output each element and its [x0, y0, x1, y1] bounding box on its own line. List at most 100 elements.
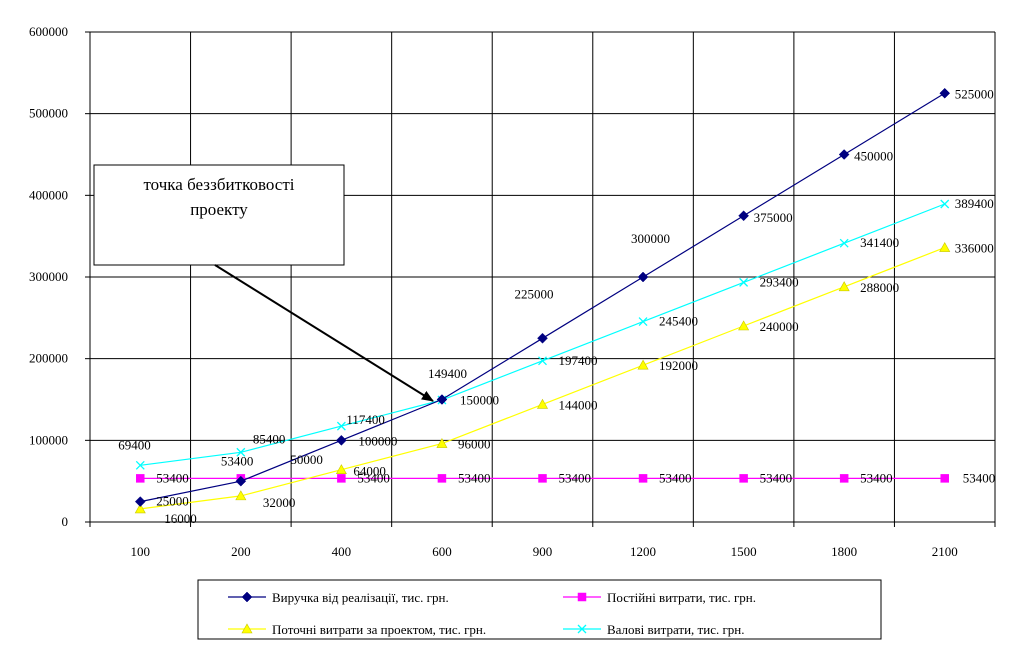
data-label: 96000	[458, 437, 491, 452]
data-label: 144000	[559, 397, 598, 412]
data-label: 389400	[955, 196, 994, 211]
callout-box	[93, 164, 345, 266]
data-point	[135, 460, 145, 470]
data-point	[739, 474, 748, 483]
y-tick-label: 100000	[29, 432, 68, 447]
data-point	[738, 320, 750, 331]
data-label: 450000	[854, 149, 893, 164]
data-label: 336000	[955, 241, 994, 256]
x-tick-label: 1200	[630, 544, 656, 559]
data-label: 149400	[428, 366, 467, 381]
legend-entry-4: Валові витрати, тис. грн.	[563, 622, 745, 637]
x-tick-label: 2100	[932, 544, 958, 559]
data-label: 53400	[559, 470, 592, 485]
x-tick-label: 100	[131, 544, 151, 559]
data-point	[638, 317, 648, 327]
x-tick-label: 1800	[831, 544, 857, 559]
data-label: 341400	[860, 235, 899, 250]
data-point	[335, 464, 347, 475]
data-point	[739, 277, 749, 287]
data-point	[940, 199, 950, 209]
axes: 0 100000 200000 300000 400000 500000 600000 100…	[29, 24, 996, 559]
legend-entry-1: Виручка від реалізації, тис. грн.	[228, 590, 449, 605]
legend: Виручка від реалізації, тис. грн. Постійн…	[197, 579, 882, 640]
data-point	[235, 475, 247, 487]
data-point	[236, 447, 246, 457]
data-point	[838, 149, 850, 160]
data-label: 53400	[860, 470, 893, 485]
x-tick-label: 900	[533, 544, 553, 559]
callout-text-line2: проекту	[190, 200, 248, 219]
data-point	[337, 474, 346, 483]
data-label: 293400	[760, 274, 799, 289]
data-label: 192000	[659, 358, 698, 373]
data-label: 117400	[346, 412, 385, 427]
y-tick-label: 500000	[29, 106, 68, 121]
data-label: 69400	[118, 437, 150, 452]
legend-marker	[241, 623, 253, 634]
data-point	[538, 356, 547, 366]
data-label: 225000	[515, 286, 554, 301]
x-tick-label: 1500	[731, 544, 757, 559]
data-point	[538, 474, 547, 483]
data-label: 245400	[659, 314, 698, 329]
data-label: 85400	[253, 431, 285, 446]
data-label: 50000	[290, 452, 323, 467]
data-label: 197400	[559, 353, 598, 368]
data-point	[839, 238, 849, 248]
x-tick-label: 200	[231, 544, 251, 559]
legend-label: Поточні витрати за проектом, тис. грн.	[272, 622, 486, 637]
data-point	[536, 398, 549, 409]
legend-entry-3: Поточні витрати за проектом, тис. грн.	[228, 622, 486, 637]
data-label: 53400	[221, 453, 254, 468]
data-point	[537, 332, 548, 344]
data-point	[134, 496, 146, 507]
legend-box	[197, 579, 882, 640]
legend-marker	[241, 591, 253, 603]
data-label: 525000	[955, 86, 994, 101]
data-point	[637, 271, 649, 283]
data-label: 100000	[358, 433, 397, 448]
y-tick-label: 0	[62, 514, 69, 529]
data-point	[336, 421, 346, 431]
legend-marker	[577, 624, 587, 634]
data-label: 53400	[357, 470, 390, 485]
data-point	[437, 474, 447, 483]
data-label: 53400	[760, 470, 793, 485]
legend-entry-2: Постійні витрати, тис. грн.	[563, 590, 756, 605]
callout-text-line1: точка беззбитковості	[143, 175, 294, 194]
data-label: 375000	[754, 210, 793, 225]
data-point	[638, 474, 648, 483]
data-label: 150000	[460, 393, 499, 408]
data-point	[939, 87, 951, 99]
break-even-callout: точка беззбитковості проекту	[93, 164, 434, 402]
data-label: 53400	[963, 470, 996, 485]
grid-lines	[90, 31, 996, 522]
data-label: 288000	[860, 280, 899, 295]
series-1	[134, 87, 951, 507]
y-tick-label: 600000	[29, 24, 68, 39]
data-point	[940, 474, 949, 483]
data-point	[838, 281, 850, 292]
data-label: 300000	[631, 231, 670, 246]
data-label: 32000	[263, 495, 296, 510]
data-point	[336, 434, 347, 446]
callout-arrow	[214, 264, 434, 402]
data-point	[134, 503, 146, 514]
legend-label: Валові витрати, тис. грн.	[607, 622, 745, 637]
data-point	[939, 241, 951, 252]
y-tick-label: 300000	[29, 269, 68, 284]
series-group	[134, 87, 951, 514]
data-point	[839, 474, 849, 483]
data-point	[637, 359, 649, 370]
data-label: 53400	[659, 470, 692, 485]
data-label: 25000	[156, 494, 189, 509]
data-point	[235, 490, 247, 501]
data-label: 53400	[156, 470, 189, 485]
data-label: 53400	[458, 470, 491, 485]
data-label: 16000	[164, 511, 197, 526]
data-point	[436, 394, 448, 405]
data-point	[436, 437, 448, 448]
